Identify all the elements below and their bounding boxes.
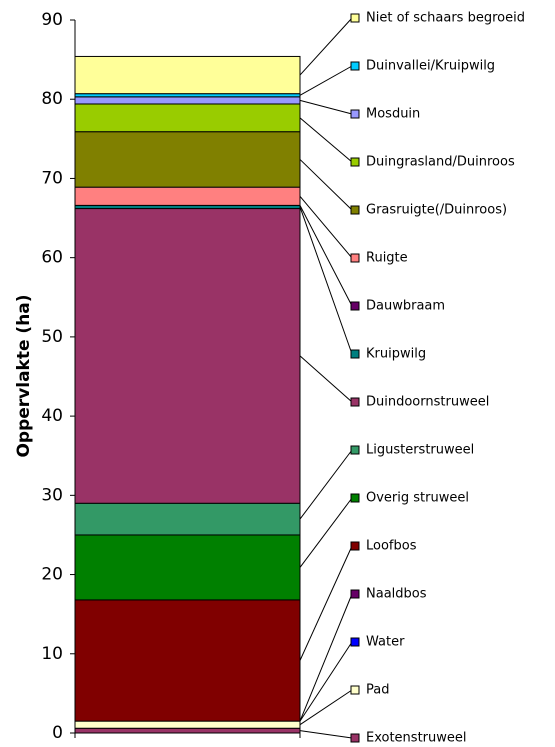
- leader-line: [299, 17, 353, 76]
- legend-label: Loofbos: [366, 539, 417, 554]
- y-tick-label: 30: [41, 485, 63, 505]
- legend-label: Ruigte: [366, 251, 408, 266]
- leader-line: [299, 593, 353, 722]
- legend-swatch: [350, 541, 360, 551]
- bar-segment: [74, 103, 301, 133]
- leader-line: [299, 641, 353, 722]
- leader-line: [299, 195, 353, 259]
- y-tick-label: 70: [41, 168, 63, 188]
- legend-swatch: [350, 61, 360, 71]
- legend-label: Exotenstruweel: [366, 731, 467, 746]
- leader-line: [299, 159, 353, 211]
- legend-label: Pad: [366, 683, 389, 698]
- legend-swatch: [350, 13, 360, 23]
- bar-segment: [74, 720, 301, 729]
- bar-segment: [74, 96, 301, 105]
- bar-segment: [74, 55, 301, 95]
- legend-swatch: [350, 589, 360, 599]
- legend-swatch: [350, 733, 360, 743]
- legend-swatch: [350, 397, 360, 407]
- bar-segment: [74, 131, 301, 188]
- legend-swatch: [350, 493, 360, 503]
- legend-label: Ligusterstruweel: [366, 443, 474, 458]
- legend-label: Water: [366, 635, 405, 650]
- legend-label: Overig struweel: [366, 491, 469, 506]
- bar-segment: [74, 727, 301, 734]
- leader-line: [299, 65, 353, 96]
- legend-swatch: [350, 445, 360, 455]
- legend-swatch: [350, 253, 360, 263]
- legend-swatch: [350, 157, 360, 167]
- legend-label: Niet of schaars begroeid: [366, 11, 525, 26]
- y-tick-label: 50: [41, 327, 63, 347]
- y-tick-label: 80: [41, 89, 63, 109]
- legend-swatch: [350, 109, 360, 119]
- legend-label: Kruipwilg: [366, 347, 426, 362]
- y-tick-label: 20: [41, 565, 63, 585]
- leader-line: [299, 206, 353, 355]
- bar-segment: [74, 502, 301, 536]
- leader-line: [299, 449, 353, 520]
- leader-line: [299, 205, 353, 307]
- y-tick-label: 10: [41, 644, 63, 664]
- legend-label: Grasruigte(/Duinroos): [366, 203, 507, 218]
- legend-swatch: [350, 685, 360, 695]
- y-tick-label: 40: [41, 406, 63, 426]
- leader-line: [299, 117, 353, 163]
- legend-label: Duindoornstruweel: [366, 395, 489, 410]
- leader-line: [299, 355, 353, 403]
- legend-label: Naaldbos: [366, 587, 427, 602]
- leader-line: [299, 545, 353, 661]
- legend-label: Mosduin: [366, 107, 420, 122]
- legend-swatch: [350, 301, 360, 311]
- bar-segment: [74, 534, 301, 601]
- y-axis-label: Oppervlakte (ha): [14, 294, 34, 457]
- legend-swatch: [350, 637, 360, 647]
- y-tick-label: 60: [41, 248, 63, 268]
- legend-label: Duinvallei/Kruipwilg: [366, 59, 495, 74]
- leader-line: [299, 689, 353, 726]
- leader-line: [299, 99, 353, 115]
- y-tick-label: 90: [41, 10, 63, 30]
- bar-segment: [74, 186, 301, 206]
- bar-segment: [74, 208, 301, 504]
- bar-segment: [74, 599, 301, 722]
- y-tick-label: 0: [52, 723, 63, 743]
- legend-swatch: [350, 349, 360, 359]
- leader-line: [299, 730, 353, 739]
- legend-swatch: [350, 205, 360, 215]
- legend-label: Dauwbraam: [366, 299, 445, 314]
- legend-label: Duingrasland/Duinroos: [366, 155, 515, 170]
- leader-line: [299, 497, 353, 568]
